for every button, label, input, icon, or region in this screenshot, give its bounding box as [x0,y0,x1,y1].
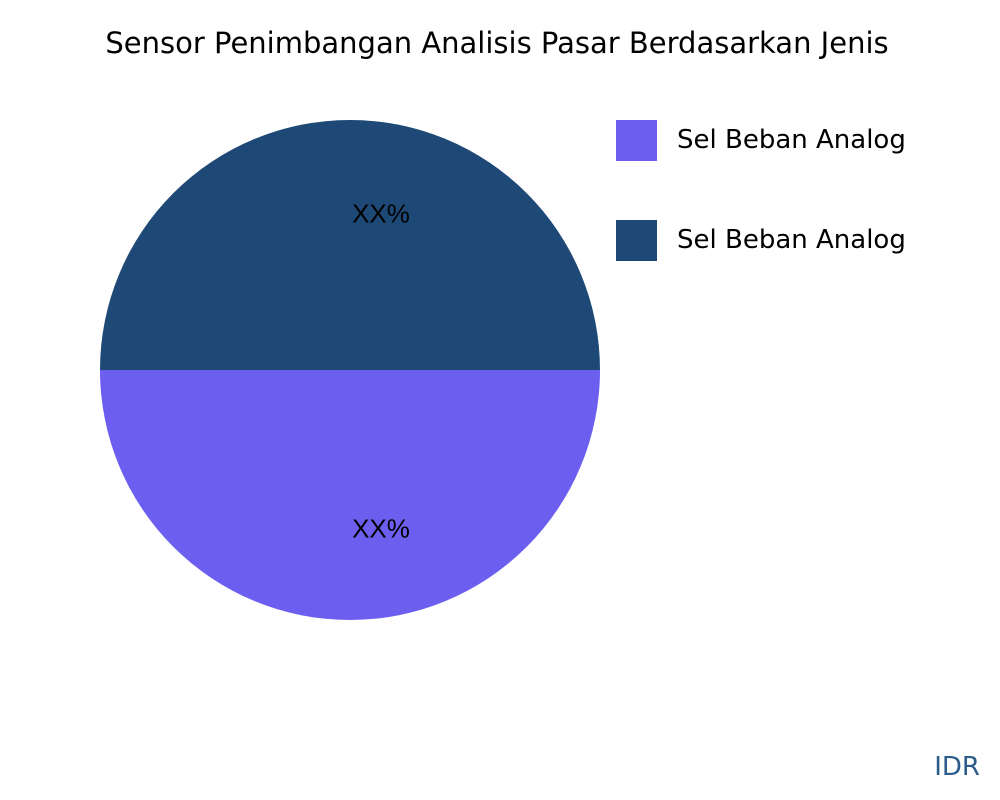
chart-title: Sensor Penimbangan Analisis Pasar Berdas… [105,26,889,60]
legend-label: Sel Beban Analog [677,125,906,155]
brand-logo-text: IDR [934,752,980,782]
pie-slice[interactable] [100,370,600,620]
slice-data-label: XX% [352,199,410,229]
legend-item[interactable]: Sel Beban Analog [616,119,906,161]
pie-slice[interactable] [100,120,600,370]
slice-data-label: XX% [352,514,410,544]
legend-swatch [616,119,657,161]
legend-label: Sel Beban Analog [677,225,906,255]
legend-swatch [616,219,657,261]
legend-item[interactable]: Sel Beban Analog [616,219,906,261]
